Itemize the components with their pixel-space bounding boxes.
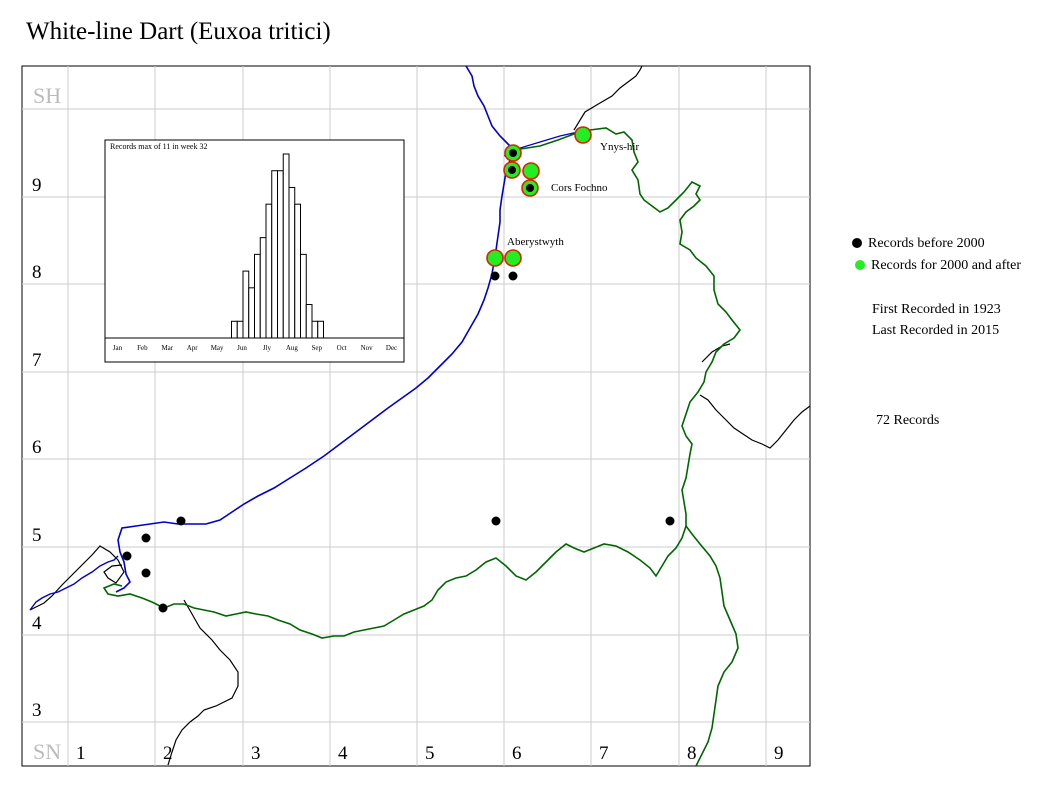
histogram-month-label: Aug: [286, 344, 299, 352]
legend-after-label: Records for 2000 and after: [871, 258, 1022, 273]
record-before-2000: [122, 551, 132, 561]
histogram-bars: [231, 153, 324, 339]
first-recorded: First Recorded in 1923: [872, 302, 1001, 317]
histogram-bar: [248, 287, 255, 339]
place-label-cors-fochno: Cors Fochno: [551, 182, 608, 194]
histogram-bar: [265, 203, 273, 339]
record-before-2000-overlay: [526, 184, 534, 192]
easting-label: 5: [425, 743, 435, 764]
histogram-month-label: May: [211, 344, 224, 352]
legend-black-dot: [852, 237, 862, 248]
map-title: White-line Dart (Euxoa tritici): [26, 18, 331, 45]
coastline-west: [29, 555, 119, 611]
record-2000-and-after: [522, 162, 540, 180]
legend-green-dot: [855, 259, 865, 270]
east-boundary: [699, 343, 811, 449]
south-west-boundary: [29, 545, 239, 766]
north-boundary: [573, 65, 643, 131]
histogram-month-label: Mar: [161, 344, 173, 352]
histogram-title: Records max of 11 in week 32: [110, 142, 207, 151]
place-label-aberystwyth: Aberystwyth: [507, 236, 564, 248]
record-before-2000: [490, 271, 500, 281]
histogram-bar: [259, 237, 267, 339]
place-label-ynys-hir: Ynys-hir: [600, 141, 639, 153]
histogram-month-label: Nov: [361, 344, 374, 352]
easting-label: 2: [163, 743, 173, 764]
district-boundary: [102, 127, 742, 639]
histogram-month-label: Jan: [113, 344, 123, 352]
record-before-2000: [665, 516, 675, 526]
record-markers: [122, 126, 675, 613]
histogram-bar: [271, 170, 278, 339]
histogram-bar: [300, 253, 307, 339]
record-before-2000: [141, 568, 151, 578]
histogram-month-label: Feb: [137, 344, 148, 352]
histogram-bar: [242, 270, 250, 339]
histogram-bar: [231, 320, 238, 339]
map-frame: [21, 65, 811, 767]
histogram-month-label: Jun: [237, 344, 247, 352]
record-before-2000-overlay: [509, 149, 517, 157]
histogram-bar: [254, 253, 261, 339]
record-2000-and-after: [574, 126, 592, 144]
record-before-2000-overlay: [508, 166, 516, 174]
histogram-bar: [277, 170, 284, 339]
northing-label: 5: [32, 525, 42, 546]
record-before-2000: [491, 516, 501, 526]
district-boundary-south: [685, 525, 739, 767]
easting-label: 4: [338, 743, 348, 764]
last-recorded: Last Recorded in 2015: [872, 323, 1000, 338]
histogram-bar: [282, 153, 290, 339]
record-before-2000: [176, 516, 186, 526]
grid-square-north-label: SH: [33, 83, 61, 108]
easting-label: 8: [687, 743, 697, 764]
northing-label: 3: [32, 700, 42, 721]
record-2000-and-after: [486, 249, 504, 267]
record-count: 72 Records: [876, 413, 940, 428]
easting-label: 1: [76, 743, 86, 764]
easting-label: 6: [512, 743, 522, 764]
legend-before-label: Records before 2000: [868, 236, 985, 251]
record-2000-and-after: [504, 249, 522, 267]
histogram-bar: [311, 320, 319, 339]
histogram-bar: [294, 203, 301, 339]
record-before-2000: [508, 271, 518, 281]
grid-lines: [21, 65, 811, 767]
grid-square-south-label: SN: [33, 739, 61, 764]
record-before-2000: [141, 533, 151, 543]
northing-label: 7: [32, 350, 42, 371]
easting-label: 9: [774, 743, 784, 764]
histogram-bar: [288, 186, 296, 339]
record-before-2000: [158, 603, 168, 613]
northing-label: 8: [32, 262, 42, 283]
legend-before-2000: Records before 2000: [852, 236, 985, 252]
histogram-bar: [236, 320, 244, 339]
legend-after-2000: Records for 2000 and after: [855, 258, 1021, 274]
phenology-histogram: Records max of 11 in week 32 Jan Feb Mar Ap…: [104, 139, 405, 363]
histogram-bar: [317, 320, 324, 339]
northing-label: 6: [32, 437, 42, 458]
histogram-month-label: Sep: [312, 344, 323, 352]
histogram-month-label: Jly: [263, 344, 272, 352]
histogram-month-label: Apr: [187, 344, 199, 352]
histogram-month-label: Dec: [386, 344, 397, 352]
histogram-month-labels: Jan Feb Mar Apr May Jun Jly Aug Sep Oct Nov Dec: [113, 344, 397, 352]
histogram-bar: [305, 304, 313, 339]
easting-label: 7: [599, 743, 609, 764]
northing-label: 4: [32, 613, 42, 634]
northing-labels: 9 8 7 6 5 4 3: [32, 175, 42, 721]
easting-labels: 1 2 3 4 5 6 7 8 9: [76, 743, 784, 764]
histogram-month-label: Oct: [337, 344, 347, 352]
northing-label: 9: [32, 175, 42, 196]
easting-label: 3: [251, 743, 261, 764]
